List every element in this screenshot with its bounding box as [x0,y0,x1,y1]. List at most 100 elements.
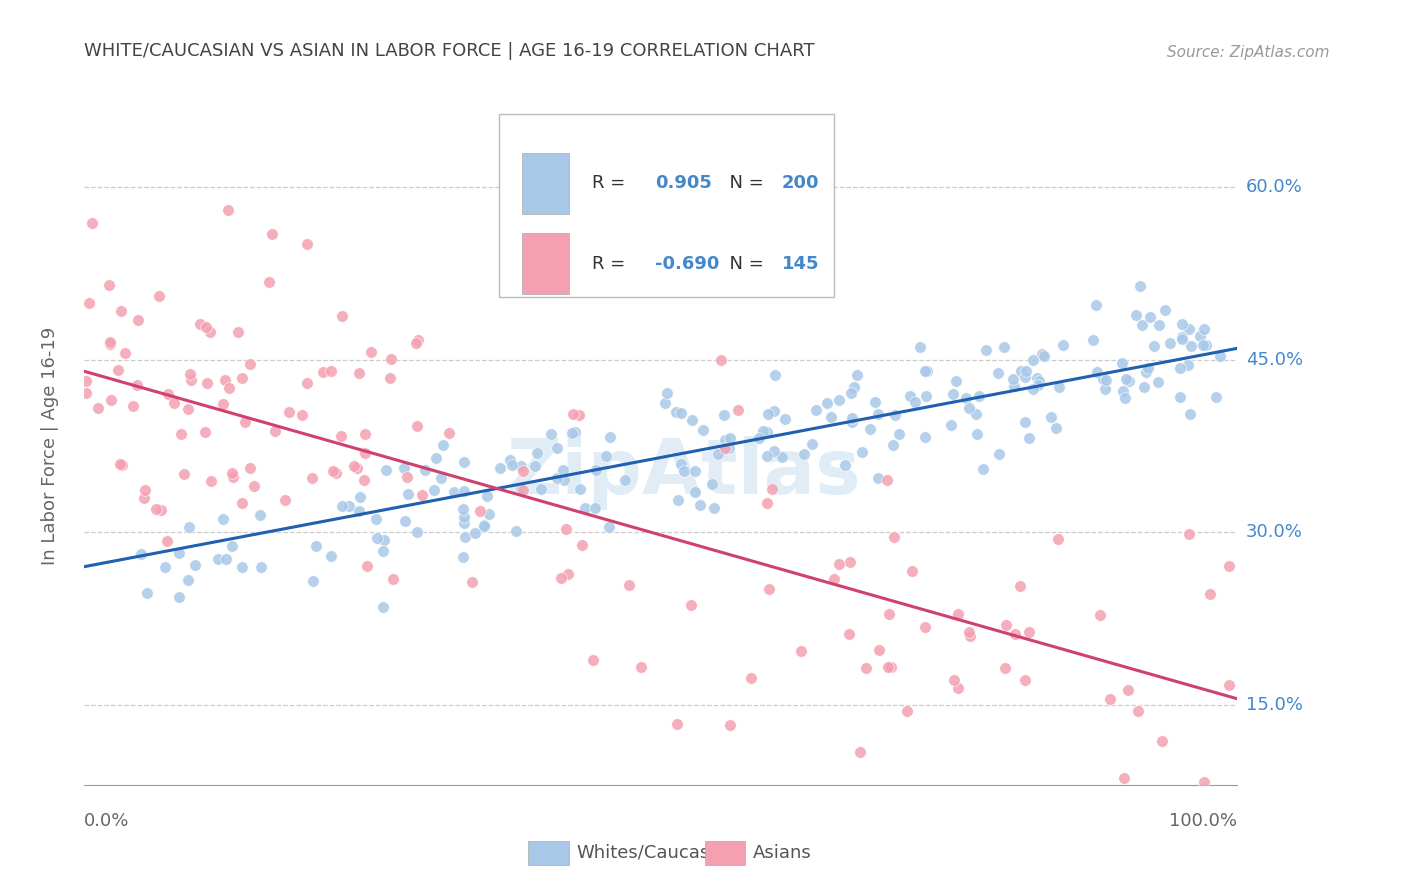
Point [763,443,786,458]
Point [1090,608,1112,623]
Point [1092,372,1115,386]
Point [177,520,200,534]
Point [714,441,737,455]
Point [218,381,240,395]
Point [239,357,262,371]
Point [1094,373,1116,387]
Point [319,549,342,564]
Bar [523,153,568,214]
Text: In Labor Force | Age 16-19: In Labor Force | Age 16-19 [41,326,59,566]
Point [1046,532,1069,546]
Point [406,333,429,347]
Point [330,499,353,513]
Point [211,512,233,526]
Point [1018,624,1040,639]
Point [195,319,218,334]
Point [946,681,969,695]
Point [472,518,495,533]
Point [1209,350,1232,364]
Point [1178,407,1201,421]
Point [297,376,319,390]
Point [1154,303,1177,318]
Point [1094,382,1116,396]
Point [914,364,936,378]
Point [394,514,416,528]
Point [180,373,202,387]
Point [842,379,865,393]
Point [347,366,370,380]
Point [301,471,323,485]
Text: 145: 145 [782,255,820,273]
Point [714,433,737,447]
Point [179,367,201,381]
Point [472,519,495,533]
Point [583,500,606,515]
Point [959,629,981,643]
Point [823,572,845,586]
Point [834,458,856,472]
Point [195,376,218,390]
Point [619,578,641,592]
Point [250,559,273,574]
Point [443,485,465,500]
Point [993,340,1015,354]
Point [371,599,394,614]
Point [453,484,475,499]
Point [319,364,342,378]
Point [1022,353,1045,368]
Point [756,425,779,439]
Point [898,389,921,403]
Point [373,533,395,548]
Point [114,345,136,359]
Point [290,408,312,422]
Point [1052,338,1074,352]
Point [150,503,173,517]
Point [155,560,177,574]
Point [868,407,890,421]
Point [360,345,382,359]
Point [221,466,243,480]
Point [942,673,965,687]
Point [1192,322,1215,336]
Point [1192,338,1215,352]
Point [217,203,239,218]
Text: 100.0%: 100.0% [1170,812,1237,830]
Point [134,483,156,497]
Point [501,458,523,473]
Point [395,469,418,483]
Point [184,558,207,573]
Point [948,607,970,621]
Point [200,475,222,489]
Point [790,643,813,657]
Point [1126,705,1149,719]
Point [994,617,1017,632]
Point [405,418,427,433]
Point [751,424,773,438]
Point [1098,692,1121,706]
Point [212,396,235,410]
Text: R =: R = [592,255,631,273]
Point [311,365,333,379]
Point [177,402,200,417]
Point [1008,579,1031,593]
Point [127,313,149,327]
Point [595,449,617,463]
Point [1010,364,1032,378]
Point [249,508,271,522]
Point [77,295,100,310]
Point [453,454,475,468]
Point [1026,371,1049,385]
Point [883,530,905,544]
Point [1031,347,1053,361]
Point [1137,360,1160,375]
Bar [523,234,568,294]
Point [148,289,170,303]
Text: Source: ZipAtlas.com: Source: ZipAtlas.com [1167,45,1330,60]
Point [356,559,378,574]
Point [301,574,323,588]
Point [969,389,991,403]
Point [406,525,429,540]
Point [1043,805,1066,820]
Point [1159,336,1181,351]
Point [828,392,851,407]
